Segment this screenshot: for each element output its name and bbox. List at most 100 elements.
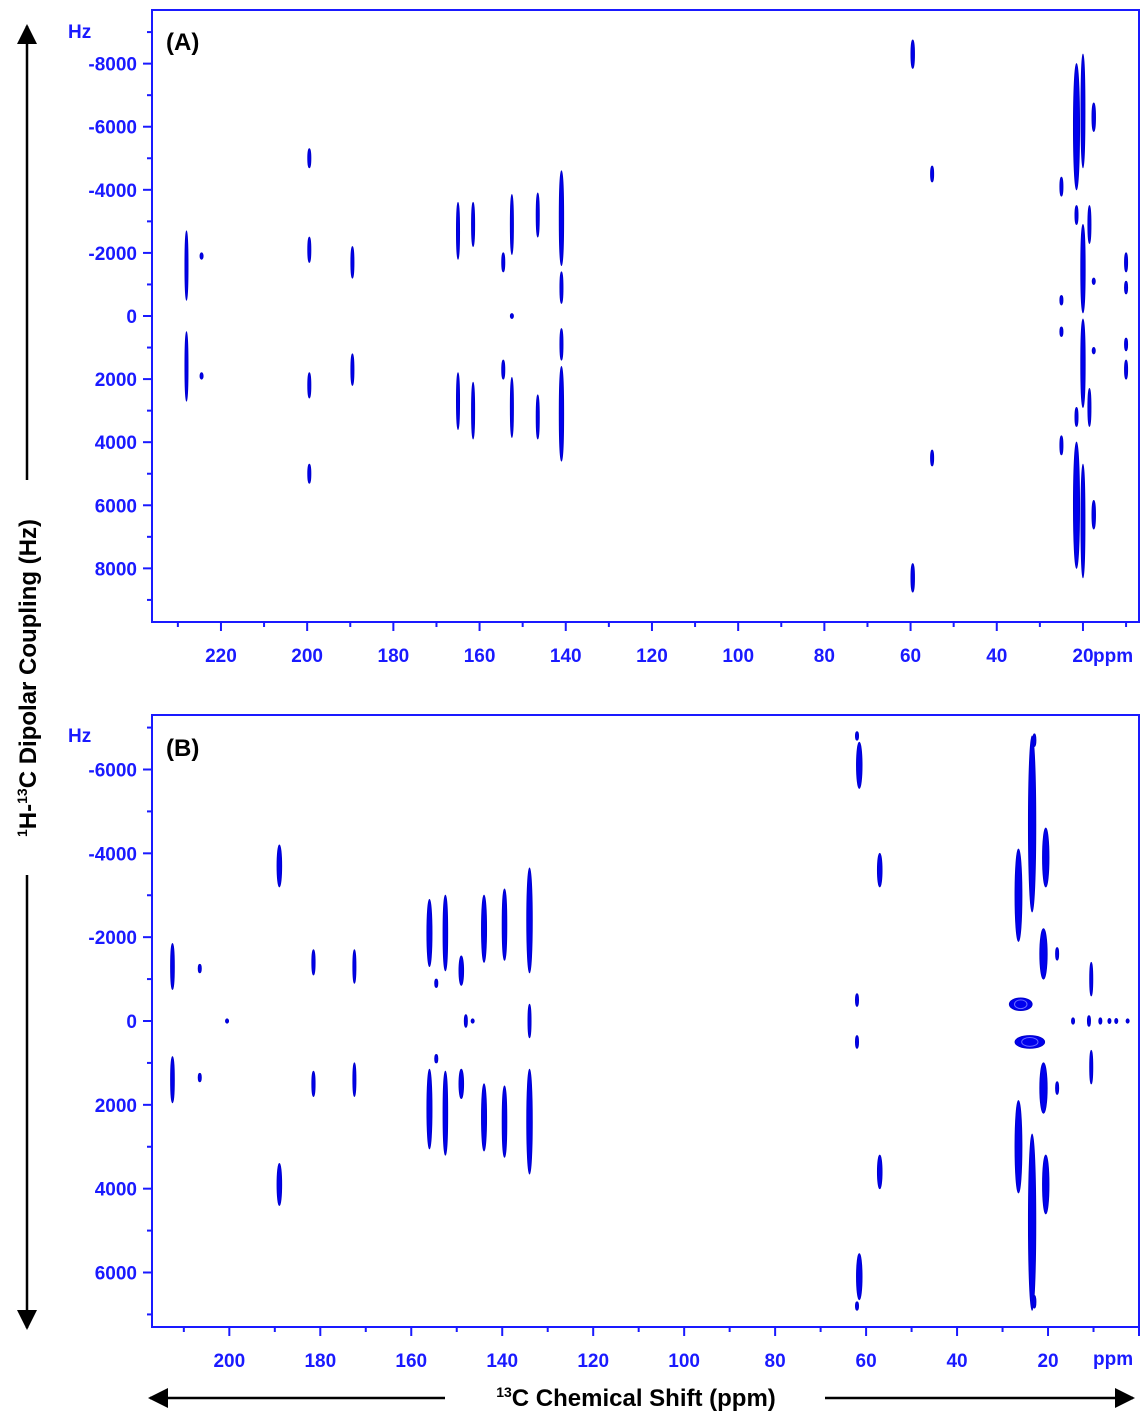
peak-b-49 [1014,1035,1046,1049]
peak-b-29 [856,1253,863,1301]
peak-b-7 [311,949,316,976]
peak-a-21 [558,170,565,267]
panel-b-peaks [170,731,1130,1311]
y-tick-label: -4000 [88,181,137,202]
peak-a-44 [1080,318,1086,408]
y-tick-label: 4000 [95,433,137,454]
peak-a-49 [1124,337,1129,352]
peak-a-17 [509,377,514,438]
peak-a-29 [1059,176,1064,197]
peak-b-56 [1114,1017,1119,1025]
peak-a-50 [1124,359,1129,380]
y-tick-label: 6000 [95,496,137,517]
peak-b-44 [1055,947,1060,961]
peak-a-43 [1080,224,1086,314]
peak-a-37 [1091,102,1096,132]
peak-a-32 [1059,326,1064,338]
y-tick-label: -2000 [88,928,137,949]
y-tick-label: 4000 [95,1180,137,1201]
peak-b-27 [527,1003,532,1039]
peak-b-14 [434,1054,439,1064]
peak-a-30 [1059,435,1064,456]
x-tick-label: 20 [1072,646,1093,667]
peak-b-28 [856,741,863,789]
peak-b-22 [481,1083,488,1152]
peak-b-31 [855,1301,859,1311]
peak-b-41 [1042,1154,1050,1215]
peak-b-48 [1008,997,1033,1012]
panel-a-y-axis: -8000 -6000 -4000 -2000 0 2000 4000 6000 8000 [88,31,152,601]
peak-b-36 [1027,735,1037,913]
x-tick-label: 60 [900,646,921,667]
y-tick-label: 2000 [95,370,137,391]
peak-a-24 [559,328,564,361]
x-tick-label: 180 [304,1351,336,1372]
x-tick-label: 40 [946,1351,967,1372]
panel-b: 200 180 160 140 120 100 80 60 40 20 -6000 -4000 -20… [68,714,1140,1372]
peak-a-25 [910,39,915,69]
peak-b-3 [197,1072,202,1083]
y-tick-label: 8000 [95,559,137,580]
peak-a-47 [1124,252,1129,273]
peak-a-18 [509,313,514,319]
peak-b-38 [1014,848,1023,942]
panel-b-frame [151,714,1140,1328]
x-tick-label: 180 [378,646,410,667]
peak-b-57 [1125,1018,1130,1024]
x-tick-label: 100 [722,646,754,667]
panel-a-x-unit: ppm [1093,646,1133,667]
peak-a-1 [184,331,189,402]
panel-b-x-unit: ppm [1093,1349,1133,1370]
peak-a-28 [930,449,935,467]
peak-b-9 [352,949,357,984]
panel-b-x-axis: 200 180 160 140 120 100 80 60 40 20 [182,1327,1140,1372]
peak-a-39 [1074,205,1079,226]
x-tick-label: 120 [636,646,668,667]
x-tick-label: 80 [765,1351,786,1372]
peak-a-6 [307,372,312,399]
y-tick-label: 6000 [95,1264,137,1285]
peak-b-42 [1039,928,1048,980]
peak-b-55 [1107,1017,1112,1025]
peak-b-33 [855,1035,859,1049]
peak-a-4 [307,148,312,169]
peak-a-20 [535,394,540,440]
peak-a-40 [1074,406,1079,427]
panel-a-x-axis: 220 200 180 160 140 120 100 80 60 40 20 [176,622,1128,667]
peak-b-11 [426,898,433,968]
peak-b-0 [170,942,175,991]
peak-a-8 [350,246,355,279]
panel-a-label: (A) [166,29,199,56]
peak-b-54 [1098,1017,1103,1025]
peak-a-48 [1124,280,1129,295]
peak-b-30 [855,731,859,741]
peak-b-16 [442,1070,449,1156]
peak-b-39 [1014,1100,1023,1194]
peak-b-6 [276,1163,283,1206]
peak-b-5 [276,844,283,888]
peak-a-0 [184,230,189,301]
peak-a-11 [456,372,461,431]
x-tick-label: 140 [486,1351,518,1372]
peak-b-10 [352,1062,357,1097]
peak-a-27 [930,165,935,183]
y-axis-title: 1H-13C Dipolar Coupling (Hz) [14,519,42,837]
peak-a-45 [1091,277,1096,285]
peak-b-25 [526,867,533,974]
peak-a-31 [1059,294,1064,306]
x-tick-label: 120 [577,1351,609,1372]
x-tick-label: 20 [1037,1351,1058,1372]
peak-a-23 [559,271,564,304]
x-tick-label: 200 [213,1351,245,1372]
peak-b-26 [526,1068,533,1175]
peak-b-19 [463,1014,468,1028]
x-axis-title: 13C Chemical Shift (ppm) [496,1384,776,1412]
peak-b-51 [1089,1049,1094,1085]
peak-b-32 [855,993,859,1007]
x-tick-label: 160 [464,646,496,667]
y-tick-label: -4000 [88,844,137,865]
peak-b-34 [876,852,883,888]
peak-b-24 [501,1085,508,1158]
peak-b-50 [1089,961,1094,997]
